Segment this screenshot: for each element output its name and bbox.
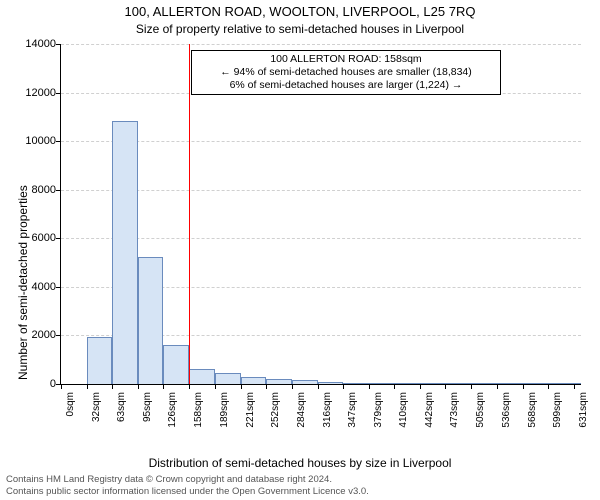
histogram-bar <box>138 257 163 385</box>
ytick-label: 12000 <box>6 87 56 99</box>
ytick-mark <box>56 238 61 239</box>
reference-annotation-box: 100 ALLERTON ROAD: 158sqm ← 94% of semi-… <box>191 50 501 95</box>
gridline <box>61 44 581 45</box>
ytick-label: 2000 <box>6 329 56 341</box>
xtick-mark <box>497 384 498 389</box>
histogram-bar <box>523 383 548 384</box>
xtick-label: 631sqm <box>578 392 589 452</box>
xtick-label: 284sqm <box>296 392 307 452</box>
xtick-label: 95sqm <box>142 392 153 452</box>
xtick-mark <box>471 384 472 389</box>
credits-line-1: Contains HM Land Registry data © Crown c… <box>6 474 369 486</box>
xtick-mark <box>292 384 293 389</box>
xtick-label: 63sqm <box>116 392 127 452</box>
xtick-label: 316sqm <box>322 392 333 452</box>
xtick-mark <box>241 384 242 389</box>
xtick-mark <box>420 384 421 389</box>
xtick-label: 221sqm <box>245 392 256 452</box>
histogram-bar <box>343 383 369 384</box>
annotation-line-2: ← 94% of semi-detached houses are smalle… <box>196 66 496 79</box>
histogram-bar <box>369 383 394 384</box>
ytick-mark <box>56 93 61 94</box>
xtick-mark <box>548 384 549 389</box>
xtick-label: 0sqm <box>65 392 76 452</box>
ytick-label: 14000 <box>6 38 56 50</box>
gridline <box>61 238 581 239</box>
ytick-mark <box>56 141 61 142</box>
histogram-bar <box>471 383 496 384</box>
xtick-label: 189sqm <box>219 392 230 452</box>
xtick-mark <box>369 384 370 389</box>
credits-line-2: Contains public sector information licen… <box>6 486 369 498</box>
histogram-bar <box>292 380 318 384</box>
histogram-bar <box>318 382 343 384</box>
histogram-bar <box>112 121 138 385</box>
xtick-mark <box>87 384 88 389</box>
xtick-label: 410sqm <box>398 392 409 452</box>
xtick-label: 32sqm <box>91 392 102 452</box>
xtick-mark <box>445 384 446 389</box>
histogram-bar <box>215 373 241 384</box>
histogram-bar <box>497 383 523 384</box>
xtick-label: 473sqm <box>449 392 460 452</box>
xtick-mark <box>163 384 164 389</box>
plot-area: 020004000600080001000012000140000sqm32sq… <box>60 44 581 385</box>
histogram-bar <box>394 383 420 384</box>
chart-title-sub: Size of property relative to semi-detach… <box>0 22 600 36</box>
ytick-label: 8000 <box>6 184 56 196</box>
xtick-mark <box>523 384 524 389</box>
ytick-label: 6000 <box>6 232 56 244</box>
xtick-label: 536sqm <box>501 392 512 452</box>
histogram-bar <box>241 377 266 384</box>
x-axis-label: Distribution of semi-detached houses by … <box>0 456 600 470</box>
histogram-bar <box>445 383 471 384</box>
histogram-bar <box>189 369 214 384</box>
xtick-mark <box>266 384 267 389</box>
xtick-label: 442sqm <box>424 392 435 452</box>
xtick-mark <box>189 384 190 389</box>
xtick-mark <box>574 384 575 389</box>
ytick-mark <box>56 44 61 45</box>
xtick-mark <box>343 384 344 389</box>
xtick-label: 599sqm <box>552 392 563 452</box>
xtick-label: 252sqm <box>270 392 281 452</box>
histogram-bar <box>87 337 112 384</box>
histogram-bar <box>163 345 189 384</box>
ytick-mark <box>56 335 61 336</box>
histogram-bar <box>420 383 445 384</box>
histogram-bar <box>266 379 292 384</box>
xtick-mark <box>138 384 139 389</box>
xtick-mark <box>215 384 216 389</box>
annotation-line-1: 100 ALLERTON ROAD: 158sqm <box>196 53 496 66</box>
ytick-mark <box>56 190 61 191</box>
xtick-label: 347sqm <box>347 392 358 452</box>
histogram-bar <box>574 383 581 384</box>
xtick-label: 568sqm <box>527 392 538 452</box>
xtick-label: 158sqm <box>193 392 204 452</box>
ytick-label: 10000 <box>6 135 56 147</box>
xtick-label: 505sqm <box>475 392 486 452</box>
gridline <box>61 141 581 142</box>
ytick-label: 0 <box>6 378 56 390</box>
xtick-mark <box>112 384 113 389</box>
ytick-mark <box>56 287 61 288</box>
xtick-mark <box>394 384 395 389</box>
xtick-label: 379sqm <box>373 392 384 452</box>
ytick-label: 4000 <box>6 281 56 293</box>
chart-title-main: 100, ALLERTON ROAD, WOOLTON, LIVERPOOL, … <box>0 4 600 19</box>
histogram-bar <box>548 383 574 384</box>
annotation-line-3: 6% of semi-detached houses are larger (1… <box>196 79 496 92</box>
xtick-mark <box>318 384 319 389</box>
data-credits: Contains HM Land Registry data © Crown c… <box>6 474 369 498</box>
property-size-chart: 100, ALLERTON ROAD, WOOLTON, LIVERPOOL, … <box>0 0 600 500</box>
xtick-label: 126sqm <box>167 392 178 452</box>
gridline <box>61 190 581 191</box>
xtick-mark <box>61 384 62 389</box>
